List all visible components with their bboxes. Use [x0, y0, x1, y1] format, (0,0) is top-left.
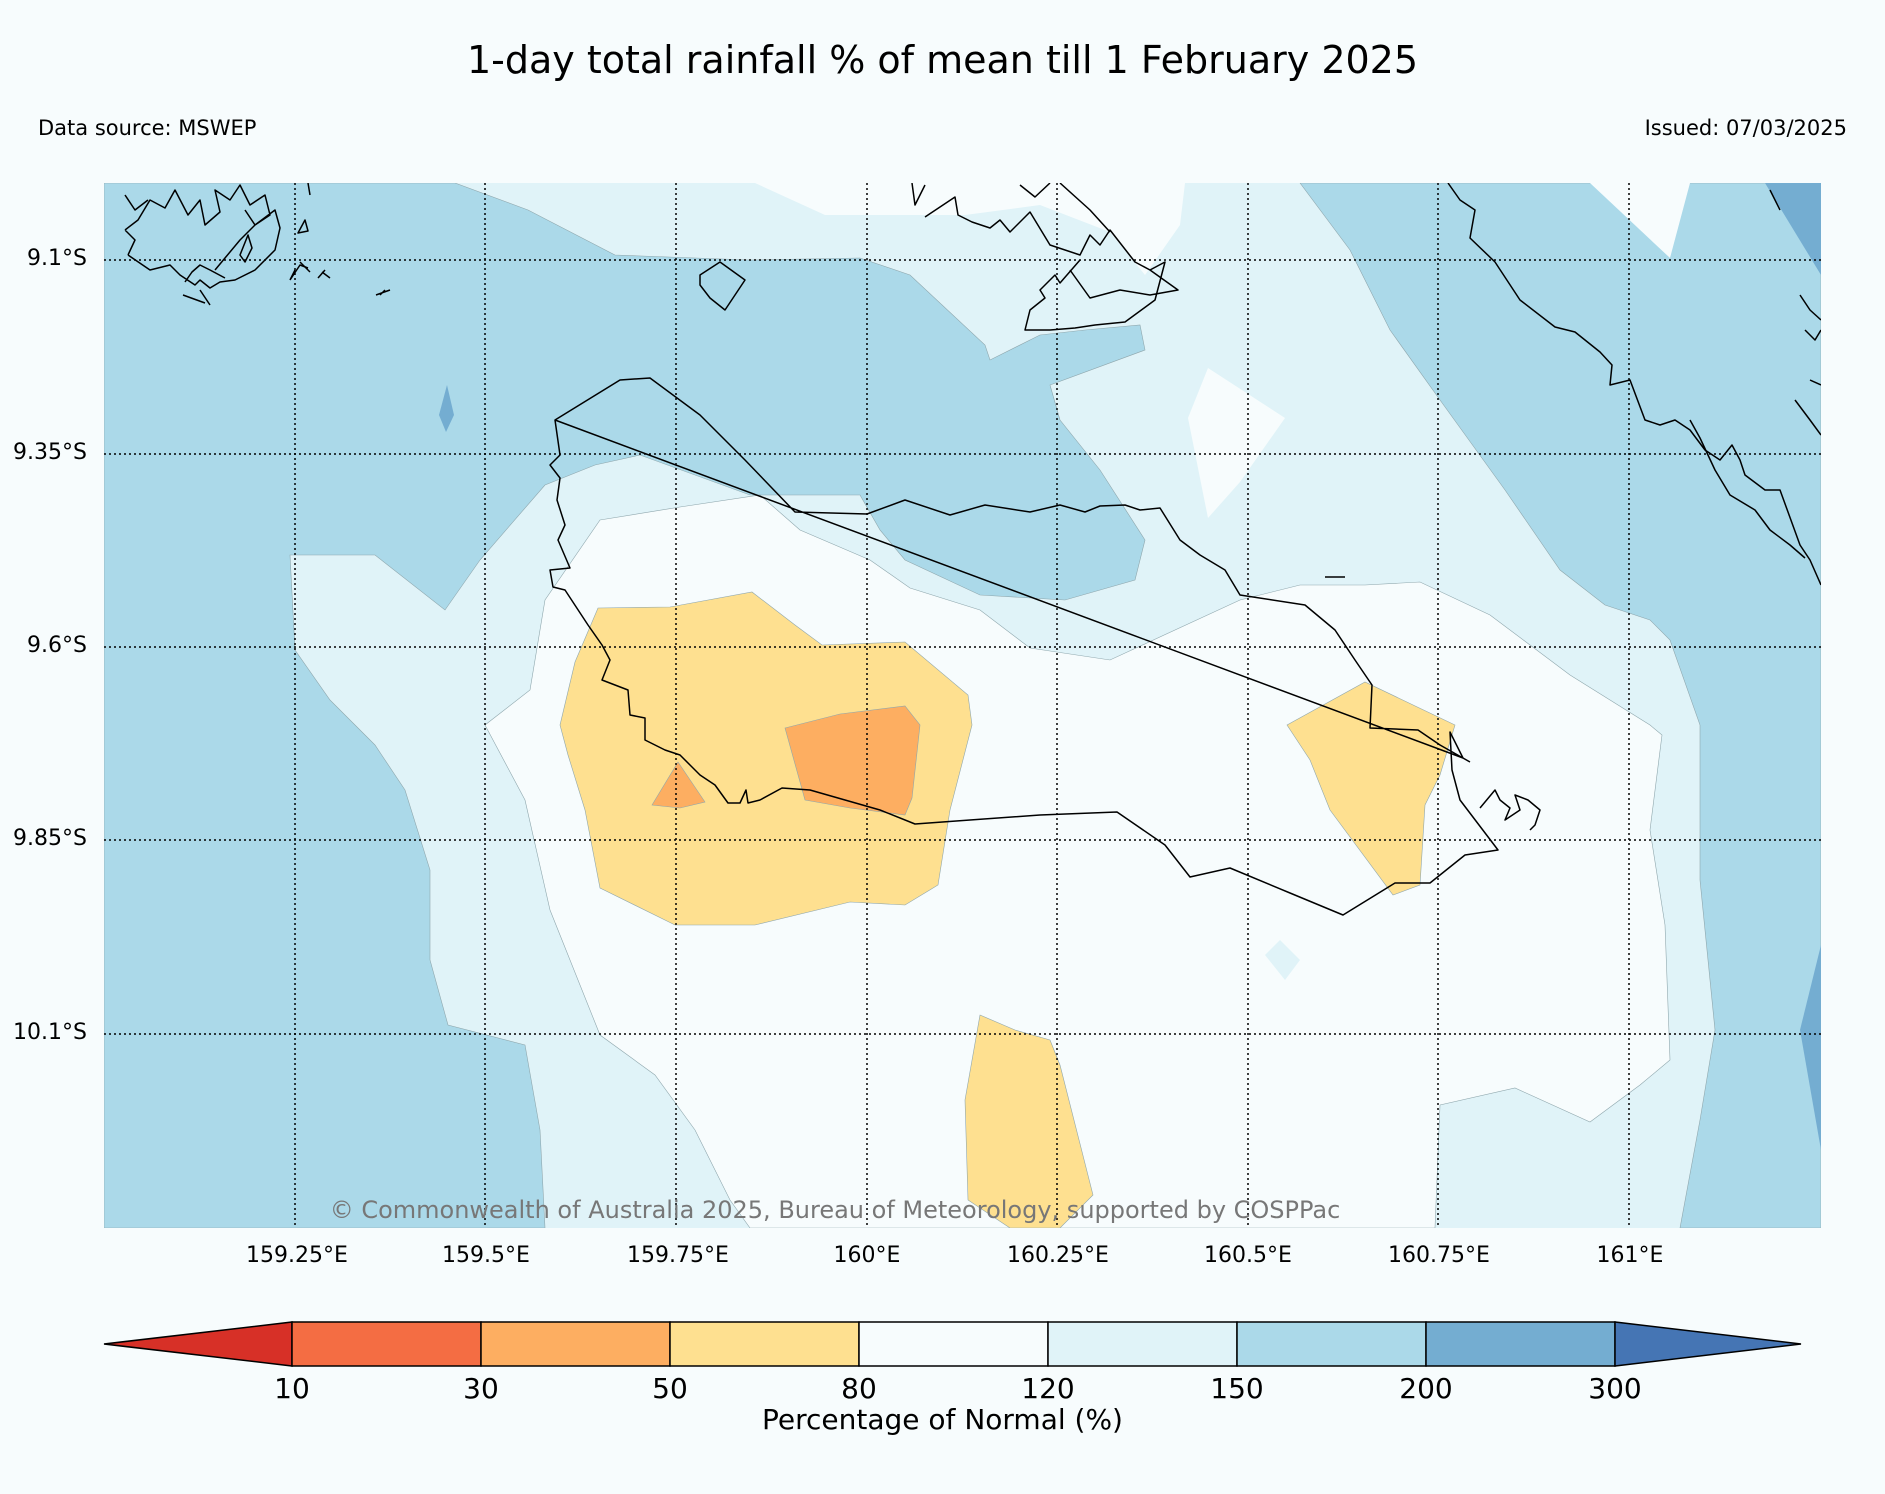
colorbar-tick-10: 10 [274, 1372, 310, 1405]
coastline-east-isl [1479, 789, 1541, 831]
lat-label-10.1: 10.1°S [13, 1020, 87, 1045]
coastline-nw-islands [124, 183, 391, 296]
lon-label-159.75: 159.75°E [627, 1243, 729, 1268]
contour-30-50-main [784, 705, 921, 816]
contour-200-300-e [1800, 945, 1821, 1150]
lat-label-9.1: 9.1°S [27, 246, 87, 271]
coastline-ngella [911, 183, 1179, 331]
coastline-russell [699, 261, 746, 311]
contour-50-80-west [559, 591, 973, 926]
data-source-label: Data source: MSWEP [38, 116, 257, 140]
contour-200-300-small [439, 385, 454, 432]
contour-120-150-sw-patch [1265, 940, 1300, 980]
colorbar-tick-300: 300 [1588, 1372, 1642, 1405]
colorbar-swatch-150-200 [1236, 1321, 1427, 1367]
lon-label-160: 160°E [833, 1243, 901, 1268]
colorbar-swatch-10-30 [291, 1321, 482, 1367]
colorbar [103, 1321, 1802, 1367]
colorbar-extend-high [1614, 1321, 1802, 1367]
issued-date-label: Issued: 07/03/2025 [1644, 116, 1847, 140]
colorbar-tick-150: 150 [1210, 1372, 1264, 1405]
coastline-nw-b [182, 234, 331, 306]
lon-label-159.5: 159.5°E [442, 1243, 530, 1268]
contour-150-200-east [1299, 183, 1821, 1228]
colorbar-swatch-120-150 [1047, 1321, 1238, 1367]
coastlines [124, 183, 1821, 916]
map-title: 1-day total rainfall % of mean till 1 Fe… [466, 38, 1419, 82]
contour-80-120-north [755, 183, 1185, 275]
colorbar-tick-30: 30 [463, 1372, 499, 1405]
contour-30-50-small [651, 761, 706, 809]
colorbar-swatch-200-300 [1425, 1321, 1616, 1367]
colorbar-tick-120: 120 [1021, 1372, 1075, 1405]
contour-150-200-west [104, 183, 1146, 1228]
contour-80-120-mid-north [1188, 368, 1285, 518]
contour-50-80-south [964, 1014, 1094, 1228]
colorbar-swatch-80-120 [858, 1321, 1049, 1367]
coastline-malaita-b [1689, 419, 1806, 559]
colorbar-tick-200: 200 [1399, 1372, 1453, 1405]
colorbar-swatch-30-50 [480, 1321, 671, 1367]
contour-200-300-ne [1765, 183, 1821, 275]
colorbar-tick-80: 80 [841, 1372, 877, 1405]
colorbar-swatch-50-80 [669, 1321, 860, 1367]
coastline-guadalcanal [549, 377, 1499, 916]
contour-80-120-ne [1590, 183, 1690, 258]
contour-50-80-east [1286, 681, 1456, 896]
copyright-text: © Commonwealth of Australia 2025, Bureau… [330, 1196, 1341, 1224]
lat-label-9.6: 9.6°S [27, 633, 87, 658]
coastline-ne-isl [1769, 189, 1821, 436]
lon-grid [294, 183, 1630, 1228]
coastline-malaita [1447, 183, 1821, 586]
lon-label-160.75: 160.75°E [1388, 1243, 1490, 1268]
lon-label-159.25: 159.25°E [246, 1243, 348, 1268]
lat-label-9.85: 9.85°S [13, 826, 87, 851]
lat-label-9.35: 9.35°S [13, 440, 87, 465]
lat-grid [104, 259, 1821, 1035]
colorbar-tick-50: 50 [652, 1372, 688, 1405]
lon-label-161: 161°E [1596, 1243, 1664, 1268]
colorbar-label: Percentage of Normal (%) [762, 1403, 1123, 1436]
colorbar-extend-low [103, 1321, 293, 1367]
lon-label-160.25: 160.25°E [1007, 1243, 1109, 1268]
lon-label-160.5: 160.5°E [1204, 1243, 1292, 1268]
